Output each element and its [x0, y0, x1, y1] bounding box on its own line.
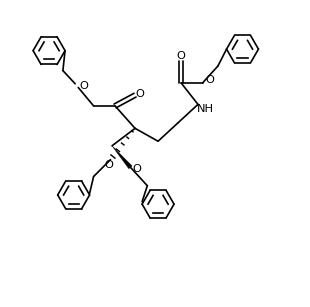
- Text: O: O: [104, 160, 113, 170]
- Text: O: O: [205, 76, 214, 85]
- Text: NH: NH: [197, 104, 214, 114]
- Text: O: O: [135, 89, 144, 99]
- Text: O: O: [79, 81, 88, 91]
- Text: O: O: [133, 164, 142, 174]
- Polygon shape: [112, 146, 132, 169]
- Text: O: O: [176, 52, 185, 61]
